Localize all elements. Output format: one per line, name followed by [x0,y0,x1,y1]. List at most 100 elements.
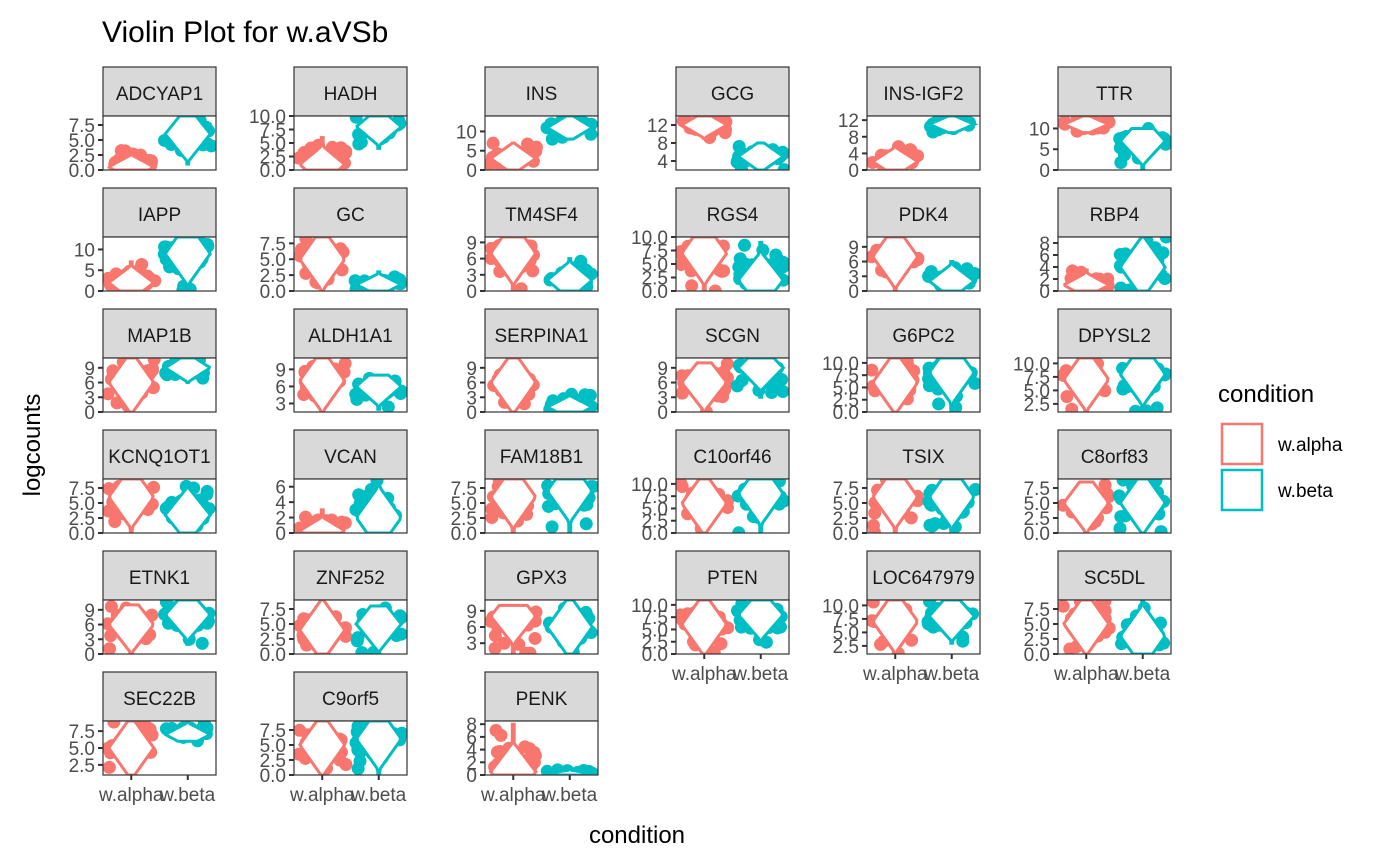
strip-background [102,429,217,480]
point-w.alpha [685,279,699,291]
y-tick-label: 2.5 [833,391,859,412]
strip-background [293,66,408,117]
point-w.beta [354,135,368,149]
point-w.beta [925,519,939,533]
strip-background [866,66,981,117]
point-w.beta [1116,479,1130,487]
strip-label: MAP1B [127,326,191,347]
y-tick-label: 5.0 [833,494,859,515]
point-w.alpha [714,637,728,651]
point-w.alpha [874,637,888,651]
y-tick-label: 3 [657,388,668,409]
panel-border [293,720,408,776]
point-w.beta [355,646,369,654]
y-tick-label: 5.0 [69,494,95,515]
point-w.alpha [103,760,116,774]
y-tick-label: 5.0 [642,255,668,276]
violin-w.beta [737,479,785,533]
y-tick-label: 6 [1039,246,1050,267]
strip-label: SERPINA1 [495,326,589,347]
strip-label: IAPP [138,205,181,226]
y-tick-label: 5.0 [69,131,95,152]
point-w.alpha [147,358,161,366]
point-w.beta [350,392,364,406]
strip-label: PDK4 [899,205,949,226]
panel-border [484,478,599,534]
point-w.alpha [867,600,880,609]
violin-w.alpha [1063,480,1110,533]
y-tick-label: 0 [848,161,859,182]
y-tick-label: 7.5 [260,600,286,621]
violin-w.beta [546,479,593,533]
point-w.beta [545,132,559,146]
strip-background [1057,308,1172,359]
violin-w.alpha [488,722,538,775]
violin-w.beta [1119,600,1167,654]
legend-key-w-beta [1220,468,1264,512]
x-tick-label: w.beta [350,785,406,806]
y-tick-label: 0.0 [642,524,668,545]
panel-gpx3: GPX3 369 [466,550,599,655]
point-w.beta [349,116,363,124]
point-w.alpha [485,511,499,525]
y-tick-label: 2.5 [642,269,668,290]
violin-w.beta [354,604,404,654]
violin-w.beta [355,721,403,775]
y-tick-label: 7.5 [833,366,859,387]
point-w.beta [195,636,209,650]
y-tick-label: 0.0 [260,766,286,787]
strip-background [866,429,981,480]
y-tick-label: 12 [838,111,859,132]
panel-border [866,115,981,171]
y-tick-label: 5 [1039,140,1050,161]
y-tick-label: 9 [657,359,668,380]
y-tick-label: 6 [84,374,95,395]
strip-background [1057,550,1172,601]
panel-border [293,478,408,534]
point-w.alpha [676,258,688,272]
strip-label: PENK [516,689,568,710]
panel-hadh: HADH 0.02.55.07.510.0 [249,66,408,182]
violin-w.beta [163,721,212,743]
strip-label: INS [526,84,558,105]
violin-w.beta [928,358,976,412]
strip-label: RBP4 [1090,205,1140,226]
point-w.alpha [338,358,352,371]
violin-w.alpha [298,600,347,654]
y-tick-label: 6 [466,374,477,395]
strip-background [675,429,790,480]
y-tick-label: 4 [275,493,286,514]
point-w.alpha [489,723,503,737]
panel-border [293,599,408,655]
strip-label: ALDH1A1 [308,326,393,347]
strip-background [866,187,981,238]
point-w.beta [923,600,937,608]
y-tick-label: 0 [848,282,859,303]
violin-w.alpha [299,237,346,291]
y-tick-label: 5.0 [1024,381,1050,402]
facet-panels: ADCYAP10.02.55.07.5HADH0.02.55.07.510.0I… [69,66,1172,806]
y-tick-label: 6 [848,253,859,274]
violin-w.alpha [298,508,346,533]
point-w.alpha [118,144,132,158]
panel-border [1057,478,1172,534]
y-tick-label: 9 [466,233,477,254]
y-tick-label: 2.5 [1024,509,1050,530]
point-w.alpha [145,728,159,742]
violin-w.beta [928,260,976,291]
strip-label: ETNK1 [129,568,190,589]
y-tick-label: 10 [1029,119,1050,140]
y-tick-label: 12 [647,116,668,137]
point-w.beta [738,238,752,252]
strip-label: DPYSL2 [1078,326,1151,347]
y-tick-label: 5.0 [260,134,286,155]
violin-w.beta [1118,237,1167,291]
point-w.alpha [103,504,115,518]
y-tick-label: 5.0 [260,250,286,271]
y-tick-label: 4 [848,144,859,165]
panel-border [1057,357,1172,413]
y-tick-label: 0 [84,282,95,303]
